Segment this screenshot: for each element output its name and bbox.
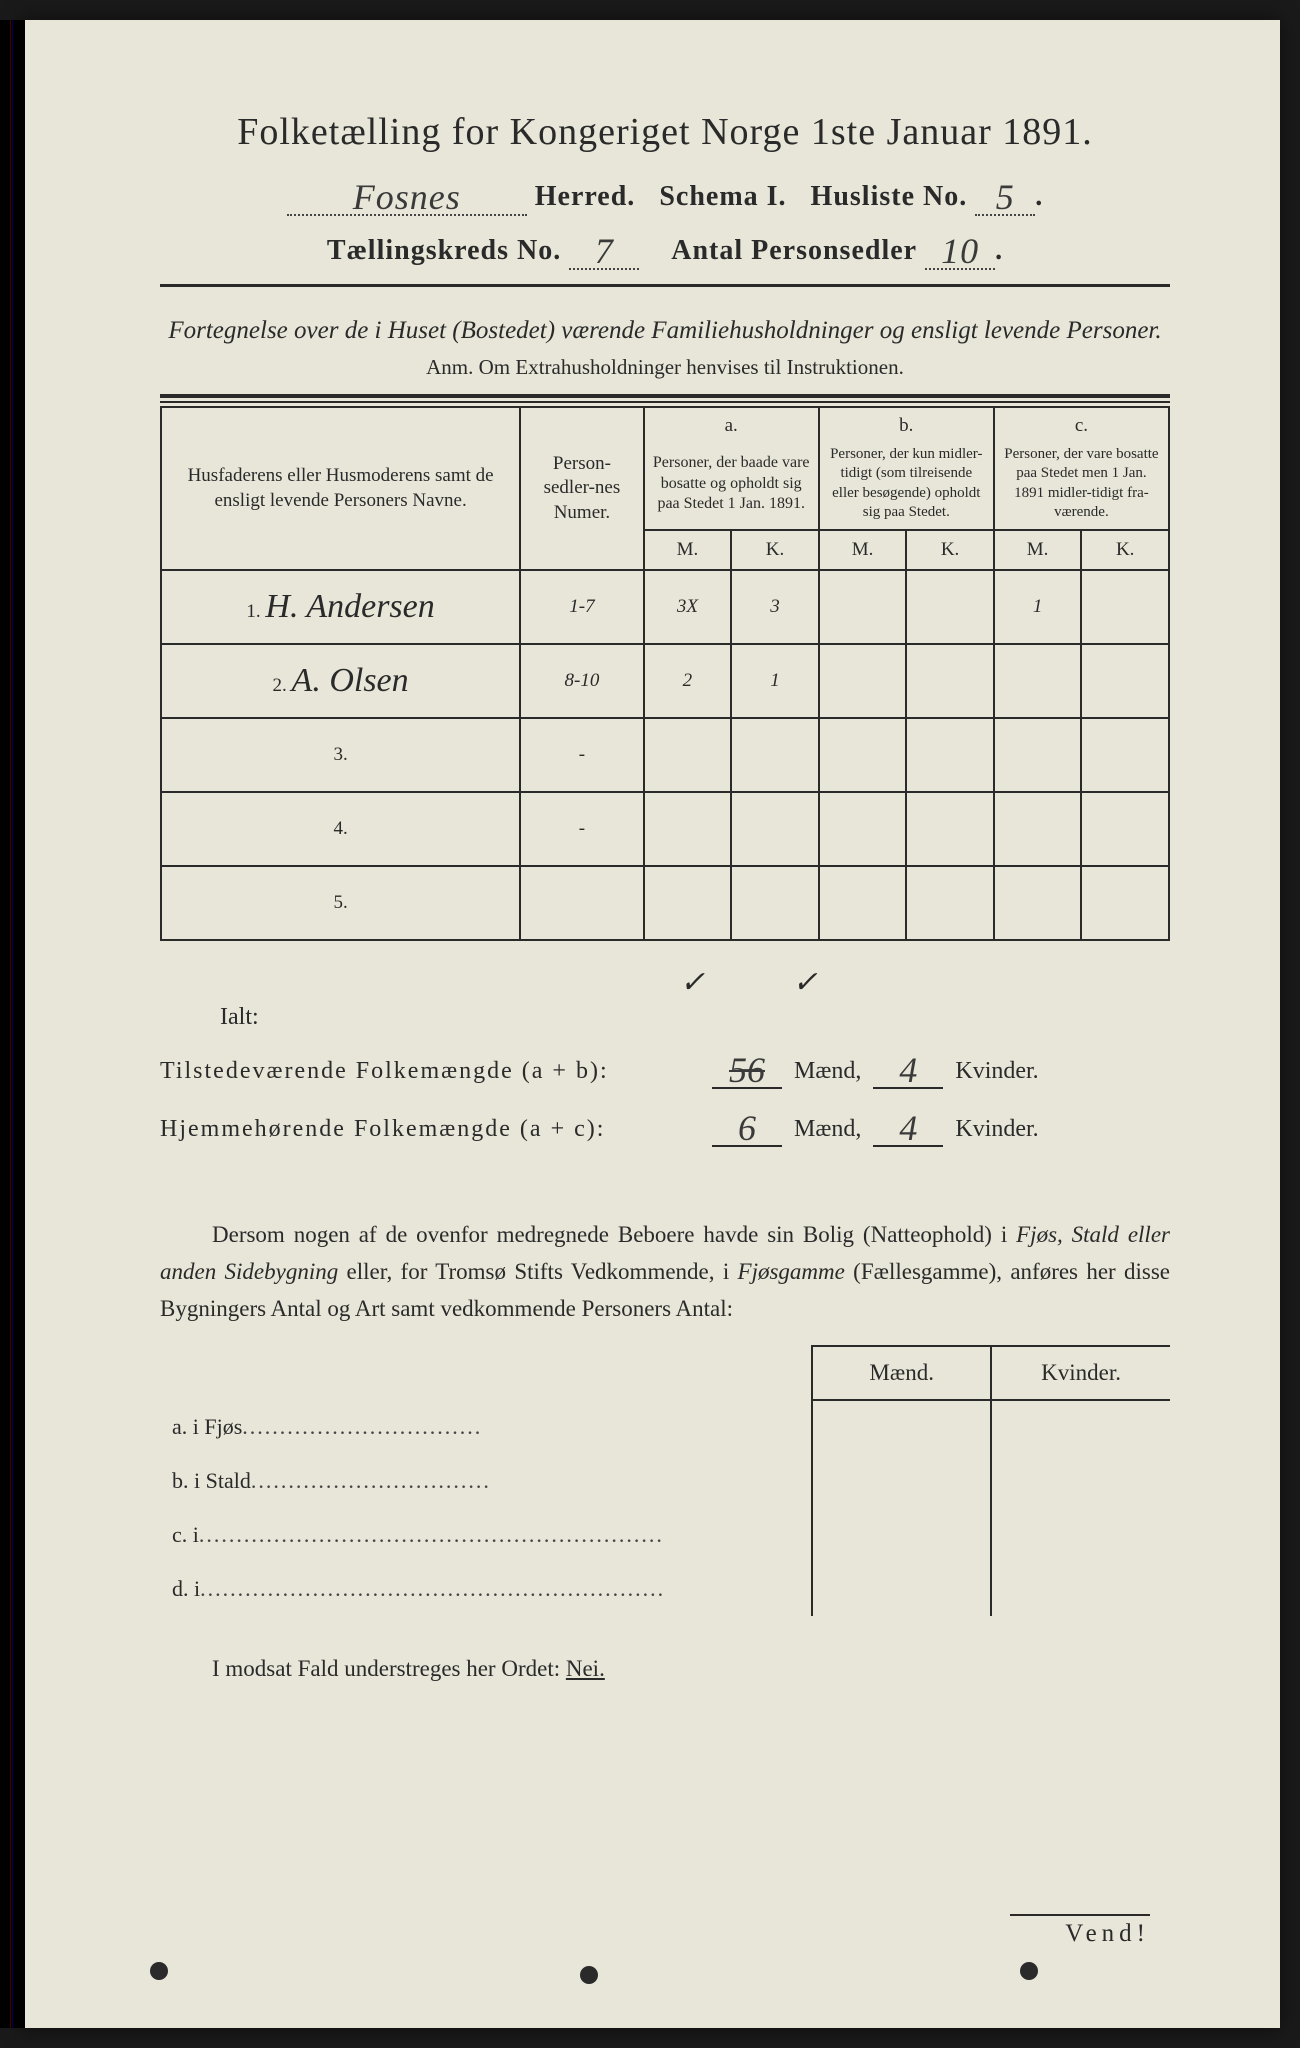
form-subtitle: Fortegnelse over de i Huset (Bostedet) v… [160,313,1170,349]
cell-num [520,866,643,940]
nei-word: Nei. [566,1656,605,1681]
main-table: Husfaderens eller Husmoderens samt de en… [160,406,1170,941]
table-row: d. i [160,1562,1170,1616]
table-row: 1. H. Andersen 1-7 3X 3 1 [161,570,1169,644]
hjemme-label: Hjemmehørende Folkemængde (a + c): [160,1116,700,1143]
schema-label: Schema I. [659,181,786,212]
maend-label: Mænd, [794,1058,861,1084]
row-num: 5. [333,892,347,913]
cell-ck [1081,570,1169,644]
row-name: A. Olsen [292,662,409,699]
col-a-desc: Personer, der baade vare bosatte og opho… [644,439,819,530]
cell-ak: 1 [731,644,819,718]
kvinder-label: Kvinder. [955,1116,1038,1142]
cell-ak: 3 [731,570,819,644]
row-name: H. Andersen [265,588,434,625]
kvinder-label: Kvinder. [955,1058,1038,1084]
table-row: 2. A. Olsen 8-10 2 1 [161,644,1169,718]
cell-bm [819,644,907,718]
hjemme-m: 6 [738,1108,756,1148]
cell-ck [1081,644,1169,718]
header-line-2: Fosnes Herred. Schema I. Husliste No. 5. [160,172,1170,216]
scan-artifact [0,20,25,2028]
husliste-label: Husliste No. [811,181,968,212]
table-row: 4. - [161,792,1169,866]
col-b-m: M. [819,530,907,570]
table-row: 3. - [161,718,1169,792]
kreds-value: 7 [595,231,614,271]
punch-hole [150,1962,168,1980]
checkmarks: ✓ ✓ [680,965,1300,1000]
form-note: Anm. Om Extrahusholdninger henvises til … [160,355,1170,380]
col-b-k: K. [906,530,994,570]
maend-label: Mænd, [794,1116,861,1142]
table-row: 5. [161,866,1169,940]
side-building-paragraph: Dersom nogen af de ovenfor medregnede Be… [160,1217,1170,1327]
col-c-desc: Personer, der vare bosatte paa Stedet me… [994,439,1169,530]
antal-value: 10 [941,231,979,271]
punch-hole [580,1966,598,1984]
punch-hole [1020,1962,1038,1980]
col-a-k: K. [731,530,819,570]
tilstede-k: 4 [899,1050,917,1090]
nei-line: I modsat Fald understreges her Ordet: Ne… [160,1656,1170,1682]
col-header-name: Husfaderens eller Husmoderens samt de en… [161,407,520,570]
cell-bk [906,644,994,718]
antal-label: Antal Personsedler [671,235,917,266]
cell-bk [906,570,994,644]
row-num: 4. [333,818,347,839]
cell-num: 1-7 [520,570,643,644]
col-header-num: Person-sedler-nes Numer. [520,407,643,570]
cell-num: - [520,792,643,866]
small-head-m: Mænd. [812,1346,991,1400]
small-head-k: Kvinder. [991,1346,1170,1400]
ialt-label: Ialt: [160,1004,1170,1031]
col-c-k: K. [1081,530,1169,570]
double-rule [160,394,1170,406]
cell-num: - [520,718,643,792]
row-label: c. i [172,1522,199,1547]
husliste-value: 5 [996,177,1015,217]
census-form-page: Folketælling for Kongeriget Norge 1ste J… [20,20,1280,2028]
row-label: d. i [172,1576,200,1601]
kreds-label: Tællingskreds No. [327,235,561,266]
col-a-top: a. [644,407,819,439]
col-c-top: c. [994,407,1169,439]
tilstede-label: Tilstedeværende Folkemængde (a + b): [160,1058,700,1085]
cell-bm [819,570,907,644]
row-label: a. i Fjøs [172,1414,242,1439]
totals-block: ✓ ✓ Ialt: Tilstedeværende Folkemængde (a… [160,969,1170,1147]
row-num: 2. [273,675,287,696]
divider [160,284,1170,287]
tilstede-m: 5̶6 [729,1050,765,1090]
col-b-desc: Personer, der kun midler-tidigt (som til… [819,439,994,530]
col-c-m: M. [994,530,1082,570]
cell-num: 8-10 [520,644,643,718]
row-num: 1. [246,601,260,622]
row-label: b. i Stald [172,1468,251,1493]
side-building-table: Mænd. Kvinder. a. i Fjøs b. i Stald c. i… [160,1345,1170,1616]
table-row: a. i Fjøs [160,1400,1170,1454]
cell-am: 2 [644,644,732,718]
hjemme-k: 4 [899,1108,917,1148]
table-row: b. i Stald [160,1454,1170,1508]
page-title: Folketælling for Kongeriget Norge 1ste J… [160,110,1170,154]
row-num: 3. [333,744,347,765]
cell-cm: 1 [994,570,1082,644]
header-line-3: Tællingskreds No. 7 Antal Personsedler 1… [160,226,1170,270]
cell-am: 3X [644,570,732,644]
col-b-top: b. [819,407,994,439]
vend-label: Vend! [1010,1914,1150,1948]
cell-cm [994,644,1082,718]
herred-value: Fosnes [353,177,461,217]
herred-label: Herred. [535,181,636,212]
nei-prefix: I modsat Fald understreges her Ordet: [212,1656,560,1681]
table-row: c. i [160,1508,1170,1562]
col-a-m: M. [644,530,732,570]
